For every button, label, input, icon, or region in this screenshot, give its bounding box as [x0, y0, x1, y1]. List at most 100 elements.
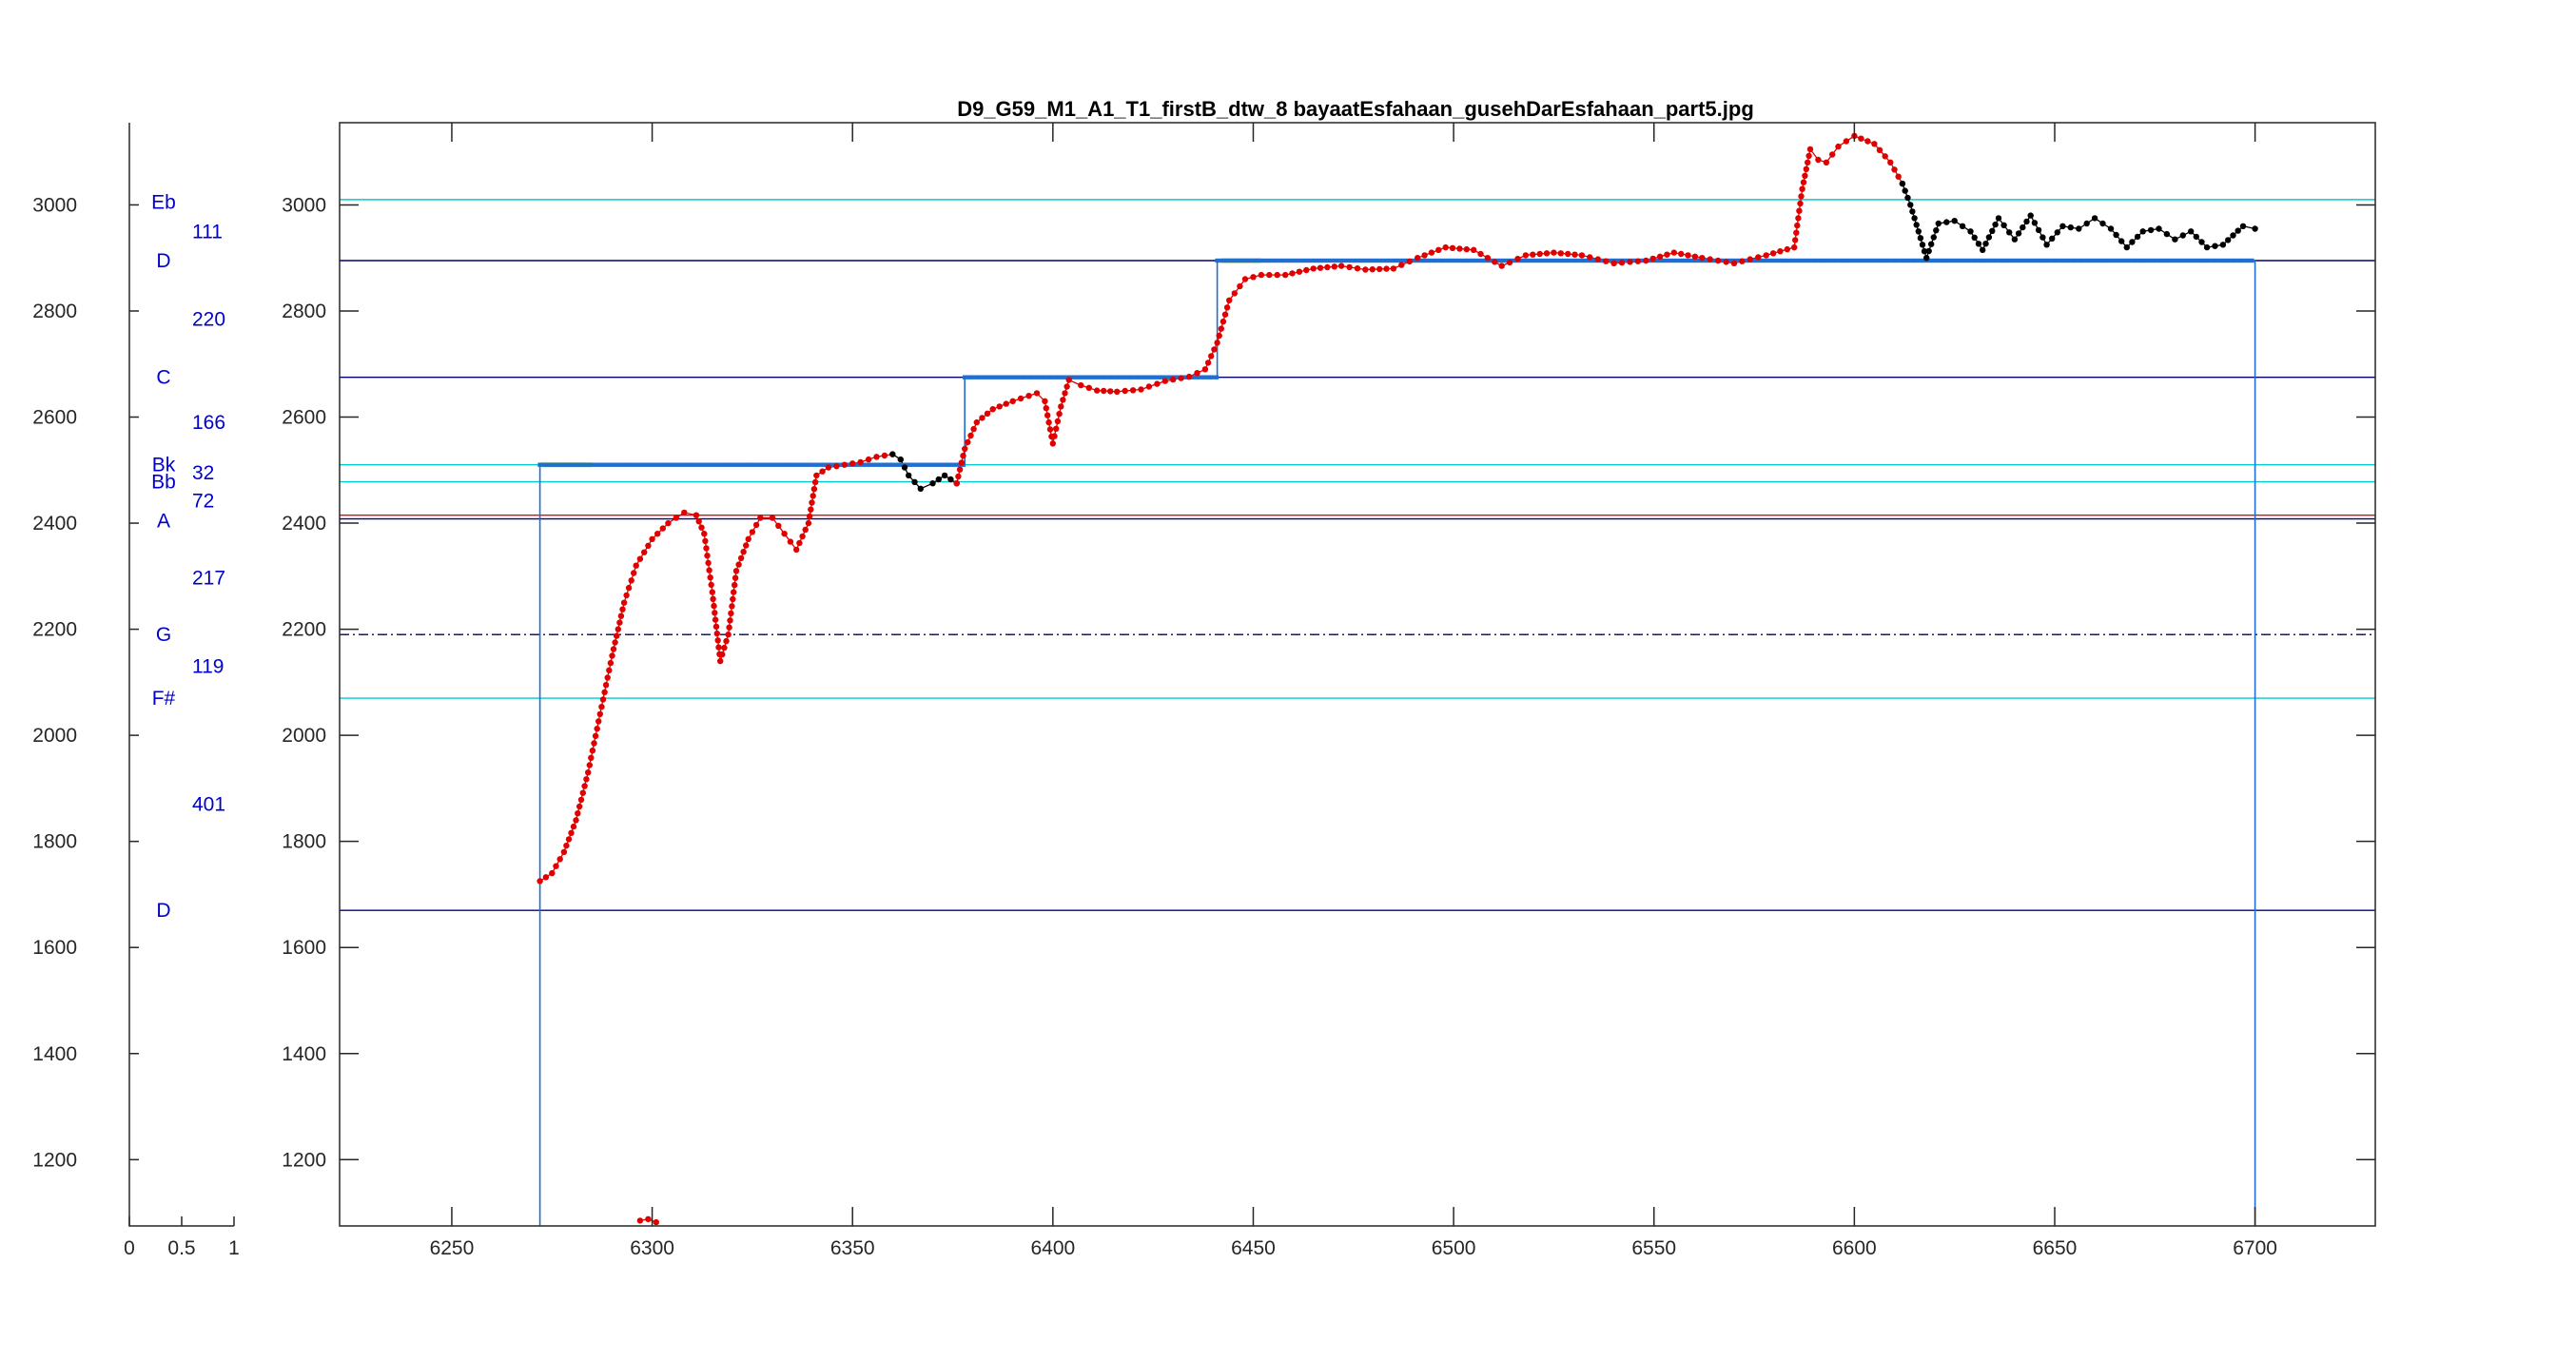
- pitch-4-point: [1925, 247, 1932, 255]
- target-note-marker: [1794, 258, 1799, 263]
- target-note-marker: [1882, 258, 1887, 263]
- pitch-3-point: [1058, 403, 1064, 410]
- pitch-1-point: [723, 637, 730, 645]
- pitch-3-point: [1643, 257, 1649, 264]
- target-note-marker: [1090, 375, 1095, 379]
- target-note-marker: [865, 462, 870, 467]
- target-note-marker: [1295, 258, 1299, 263]
- target-note-marker: [1351, 258, 1356, 263]
- target-note-marker: [1930, 258, 1935, 263]
- x-tick-label: 6350: [830, 1237, 875, 1259]
- target-note-marker: [677, 462, 682, 467]
- target-note-marker: [2030, 258, 2035, 263]
- y-tick-label: 2000: [282, 725, 326, 747]
- x-tick-label: 6550: [1631, 1237, 1676, 1259]
- target-note-marker: [1382, 258, 1388, 263]
- pitch-1-point: [596, 710, 603, 717]
- target-note-marker: [1774, 258, 1779, 263]
- target-note-marker: [765, 462, 771, 467]
- target-note-marker: [1966, 258, 1971, 263]
- target-note-marker: [1830, 258, 1835, 263]
- pitch-3-point: [1895, 173, 1902, 180]
- pitch-1-point: [609, 652, 615, 659]
- pitch-3-point: [989, 406, 996, 413]
- target-note-marker: [1174, 375, 1179, 379]
- target-note-marker: [1271, 258, 1276, 263]
- note-name-label: A: [157, 510, 170, 532]
- target-note-marker: [2166, 258, 2171, 263]
- pitch-1-point: [745, 535, 751, 542]
- pitch-1-point: [625, 584, 633, 592]
- pitch-3-point: [1208, 353, 1215, 360]
- pitch-3-point: [1887, 159, 1894, 165]
- pitch-3-point: [960, 453, 966, 459]
- pitch-1-point: [805, 519, 812, 527]
- target-note-marker: [550, 462, 555, 467]
- target-note-marker: [750, 462, 754, 467]
- target-note-marker: [621, 462, 626, 467]
- pitch-3-point: [1536, 250, 1543, 258]
- target-note-marker: [793, 462, 798, 467]
- target-note-marker: [1858, 258, 1863, 263]
- pitch-3-point: [1627, 259, 1633, 265]
- target-note-marker: [1282, 258, 1288, 263]
- pitch-1-point: [729, 603, 735, 610]
- pitch-3-point: [1060, 397, 1066, 403]
- target-note-marker: [1467, 258, 1472, 263]
- pitch-5-point: [653, 1218, 659, 1226]
- target-note-marker: [1194, 375, 1199, 379]
- pitch-3-point: [1331, 263, 1338, 270]
- pitch-3-point: [1442, 243, 1449, 251]
- pitch-1-point: [752, 521, 760, 529]
- pitch-3-point: [1843, 138, 1850, 145]
- pitch-1-point: [708, 581, 714, 589]
- pitch-3-point: [1237, 282, 1243, 290]
- target-note-marker: [2190, 258, 2195, 263]
- target-note-marker: [650, 462, 654, 467]
- pitch-3-point: [1289, 270, 1296, 277]
- target-note-marker: [1754, 258, 1759, 263]
- pitch-3-point: [1274, 271, 1280, 279]
- target-note-marker: [949, 462, 954, 467]
- target-note-marker: [953, 462, 958, 467]
- target-note-marker: [2026, 258, 2031, 263]
- target-note-marker: [2130, 258, 2135, 263]
- target-note-marker: [1227, 258, 1232, 263]
- target-note-marker: [1142, 375, 1147, 379]
- target-note-marker: [845, 462, 850, 467]
- pitch-3-point: [1610, 260, 1617, 266]
- target-note-marker: [2098, 258, 2102, 263]
- target-note-marker: [725, 462, 731, 467]
- pitch-1-point: [711, 602, 717, 610]
- pitch-4-point: [2054, 229, 2060, 236]
- pitch-4-point: [2083, 220, 2090, 227]
- target-note-marker: [1547, 258, 1551, 263]
- pitch-2-point: [929, 480, 936, 487]
- note-panel-y-tick-label: 1800: [32, 831, 77, 853]
- pitch-4-point: [1989, 227, 1996, 234]
- target-note-marker: [1070, 375, 1075, 379]
- pitch-3-point: [1185, 373, 1193, 380]
- pitch-1-point: [737, 554, 745, 562]
- target-note-marker: [1278, 258, 1283, 263]
- target-note-marker: [1802, 258, 1807, 263]
- target-note-marker: [1974, 258, 1979, 263]
- target-note-marker: [1358, 258, 1363, 263]
- pitch-1-point: [719, 651, 726, 658]
- pitch-4-point: [1928, 241, 1935, 247]
- note-panel-axes: [128, 123, 234, 1227]
- target-note-marker: [1786, 258, 1791, 263]
- pitch-1-point: [612, 639, 618, 646]
- target-note-marker: [1790, 258, 1795, 263]
- pitch-4-point: [2006, 229, 2013, 236]
- pitch-1-point: [565, 836, 573, 843]
- pitch-3-point: [953, 480, 960, 487]
- target-note-marker: [1798, 258, 1803, 263]
- target-note-marker: [1667, 258, 1671, 263]
- target-note-marker: [921, 462, 926, 467]
- target-note-marker: [913, 462, 918, 467]
- pitch-3-point: [956, 466, 964, 473]
- pitch-3-point: [1797, 200, 1804, 207]
- chart-title: D9_G59_M1_A1_T1_firstB_dtw_8 bayaatEsfah…: [957, 97, 1754, 121]
- target-note-marker: [1567, 258, 1571, 263]
